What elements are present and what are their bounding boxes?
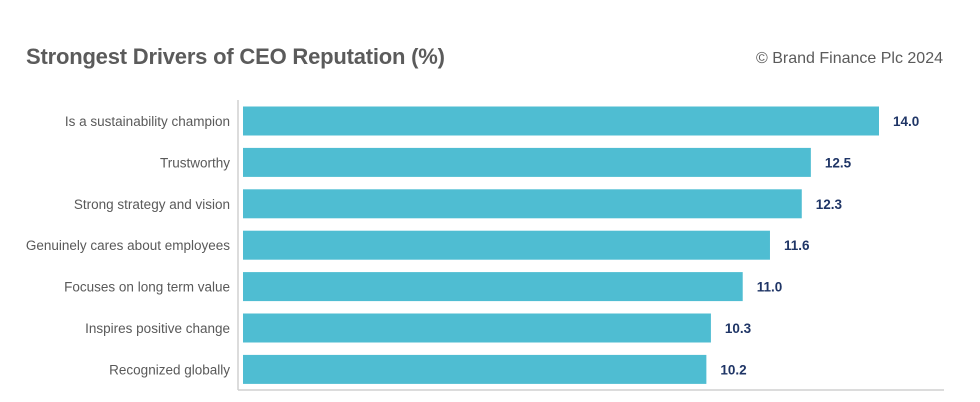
category-labels: Is a sustainability champion Trustworthy S… xyxy=(26,114,230,377)
bar xyxy=(243,230,770,260)
value-label: 10.3 xyxy=(725,321,752,336)
value-label: 11.0 xyxy=(757,280,783,295)
value-label: 10.2 xyxy=(720,362,746,377)
chart-axes xyxy=(237,100,944,391)
copyright-note: © Brand Finance Plc 2024 xyxy=(755,50,943,67)
category-label: Inspires positive change xyxy=(85,321,230,336)
bar xyxy=(243,147,811,177)
category-label: Recognized globally xyxy=(109,362,230,377)
category-label: Is a sustainability champion xyxy=(65,114,230,129)
bar-series xyxy=(243,106,879,384)
value-label: 11.6 xyxy=(784,238,810,253)
value-label: 14.0 xyxy=(893,114,919,129)
value-labels: 14.0 12.5 12.3 11.6 11.0 10.3 10.2 xyxy=(720,114,919,377)
category-label: Focuses on long term value xyxy=(64,280,230,295)
bar xyxy=(243,106,879,136)
bar xyxy=(243,189,802,219)
value-label: 12.3 xyxy=(816,197,843,212)
bar xyxy=(243,354,707,384)
value-label: 12.5 xyxy=(825,155,852,170)
category-label: Genuinely cares about employees xyxy=(26,238,230,253)
category-label: Trustworthy xyxy=(160,155,230,170)
bar xyxy=(243,272,743,302)
chart-title: Strongest Drivers of CEO Reputation (%) xyxy=(26,44,445,69)
category-label: Strong strategy and vision xyxy=(74,197,230,212)
bar xyxy=(243,313,711,343)
